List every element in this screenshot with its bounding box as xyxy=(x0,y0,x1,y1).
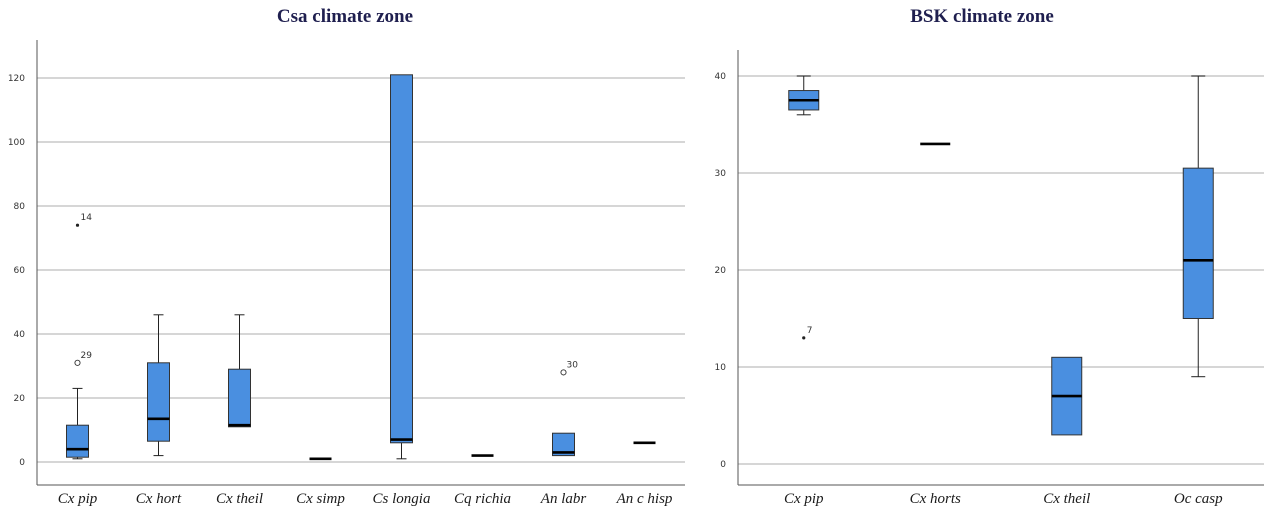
y-tick-label: 60 xyxy=(14,266,26,276)
outlier-label: 30 xyxy=(567,360,579,370)
bsk-chart-title: BSK climate zone xyxy=(910,6,1054,27)
y-tick-label: 0 xyxy=(19,458,25,468)
category-label: An c hisp xyxy=(616,491,673,507)
category-label: An labr xyxy=(540,491,587,507)
y-tick-label: 30 xyxy=(715,169,727,179)
outlier-marker xyxy=(560,369,567,376)
box xyxy=(66,424,89,458)
outlier-marker xyxy=(74,359,81,366)
category-label: Cx simp xyxy=(296,491,345,507)
category-label: Cq richia xyxy=(454,491,511,507)
category-label: Cx theil xyxy=(216,491,263,507)
category-label: Cx pip xyxy=(58,491,98,507)
category-label: Cx theil xyxy=(1043,491,1090,507)
outlier-label: 29 xyxy=(81,351,93,361)
csa-chart-panel: Csa climate zone 0 20 40 60 80 100 120 Cx pip Cx… xyxy=(8,6,685,507)
bsk-chart-panel: BSK climate zone 0 10 20 30 40 Cx pip Cx horts… xyxy=(694,0,1270,512)
y-tick-label: 10 xyxy=(715,363,727,373)
y-tick-label: 100 xyxy=(8,138,25,148)
y-tick-label: 20 xyxy=(14,394,26,404)
category-label: Cx pip xyxy=(784,491,824,507)
outlier-extreme-marker xyxy=(75,223,80,227)
y-tick-label: 80 xyxy=(14,202,26,212)
outlier-label: 14 xyxy=(81,213,93,223)
box xyxy=(552,432,575,457)
category-label: Cs longia xyxy=(373,491,431,507)
category-label: Oc casp xyxy=(1174,491,1223,507)
y-tick-label: 0 xyxy=(720,460,726,470)
y-tick-label: 40 xyxy=(715,72,727,82)
y-tick-label: 120 xyxy=(8,74,25,84)
box xyxy=(390,74,413,444)
outlier-label: 7 xyxy=(807,326,813,336)
outlier-extreme-marker xyxy=(802,336,806,340)
csa-boxplot: 0 20 40 60 80 100 120 Cx pip Cx hort Cx theil Cx s… xyxy=(8,40,685,507)
y-tick-label: 40 xyxy=(14,330,26,340)
box xyxy=(228,368,251,428)
box xyxy=(147,362,170,442)
box xyxy=(1182,167,1214,319)
category-label: Cx hort xyxy=(136,491,182,507)
y-tick-label: 20 xyxy=(715,266,727,276)
csa-chart-title: Csa climate zone xyxy=(276,6,414,27)
bsk-boxplot: 0 10 20 30 40 Cx pip Cx horts Cx theil Oc casp 7 xyxy=(715,50,1264,507)
category-label: Cx horts xyxy=(910,491,961,507)
